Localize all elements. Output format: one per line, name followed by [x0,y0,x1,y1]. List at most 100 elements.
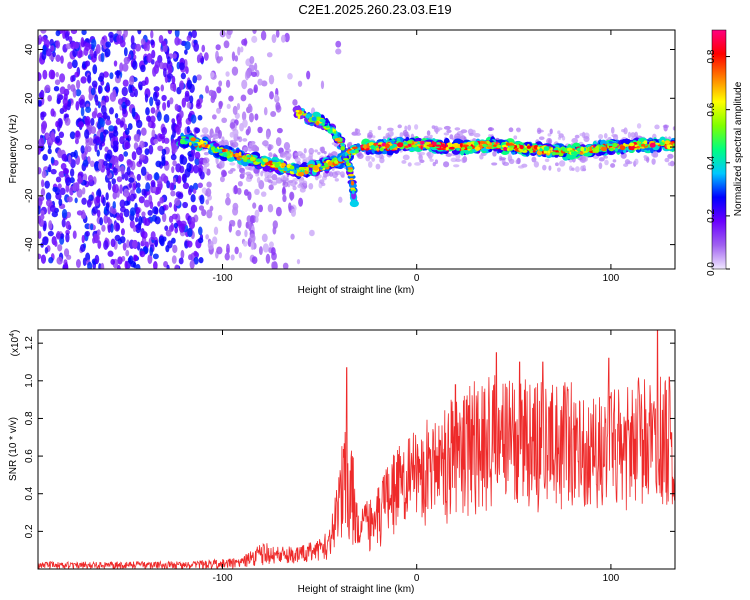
heatmap-faint-blob [453,164,460,168]
heatmap-noise-blob [163,260,168,268]
colorbar-tick-label: 0.8 [706,49,717,63]
heatmap-faint-blob [492,150,497,157]
heatmap-ridge-core [600,146,607,152]
heatmap-noise-blob [251,35,258,43]
heatmap-faint-blob [603,133,608,139]
heatmap-noise-blob [209,205,214,212]
heatmap-noise-blob [147,209,153,216]
heatmap-noise-blob [145,107,150,116]
heatmap-noise-blob [132,262,137,269]
heatmap-ridge-core [255,158,261,162]
snr-series-line [38,330,675,569]
heatmap-noise-blob [170,153,177,161]
heatmap-noise-blob [44,247,49,254]
snr-plot-area [38,330,675,569]
heatmap-ridge-core [379,147,384,152]
heatmap-ridge-core [333,131,337,134]
heatmap-noise-blob [42,154,48,161]
heatmap-ridge-core [194,139,199,142]
heatmap-noise-blob [78,121,85,128]
heatmap-faint-blob [455,158,462,162]
heatmap-ridge-core [482,143,488,148]
heatmap-noise-blob [242,119,248,128]
heatmap-noise-blob [151,129,156,139]
y-tick-label: 1.2 [24,336,35,350]
heatmap-faint-blob [261,140,269,146]
heatmap-noise-blob [267,203,274,213]
y-tick-label: 0.6 [24,449,35,463]
heatmap-noise-blob [296,258,301,265]
heatmap-noise-blob [199,52,203,59]
heatmap-faint-blob [407,124,412,131]
heatmap-noise-blob [257,78,263,86]
heatmap-noise-blob [167,240,173,249]
heatmap-ridge-core [244,156,248,161]
heatmap-noise-blob [157,201,161,207]
heatmap-faint-blob [449,134,454,140]
heatmap-noise-blob [98,142,103,151]
heatmap-noise-blob [191,30,197,39]
heatmap-faint-blob [212,133,220,140]
heatmap-faint-blob [558,133,564,138]
heatmap-noise-blob [241,38,248,46]
heatmap-noise-blob [111,208,117,215]
heatmap-noise-blob [81,234,85,244]
heatmap-noise-blob [114,75,122,84]
heatmap-noise-blob [140,166,147,176]
y-tick-label: 0.8 [24,411,35,425]
heatmap-faint-blob [571,137,579,144]
heatmap-noise-blob [62,30,66,40]
heatmap-ridge-core [432,141,437,146]
heatmap-noise-blob [58,119,63,129]
heatmap-noise-blob [221,169,227,178]
heatmap-noise-blob [186,126,191,134]
heatmap-faint-blob [302,180,308,187]
heatmap-noise-blob [181,173,187,183]
heatmap-noise-blob [247,88,254,96]
heatmap-noise-blob [234,55,239,62]
heatmap-noise-blob [110,238,116,248]
heatmap-noise-blob [100,52,105,63]
heatmap-faint-blob [308,147,315,155]
heatmap-noise-blob [152,253,159,260]
heatmap-noise-blob [275,102,281,111]
heatmap-noise-blob [97,240,102,249]
heatmap-ridge-core [571,151,574,155]
heatmap-noise-blob [129,220,135,229]
heatmap-faint-blob [627,131,632,139]
heatmap-noise-blob [133,134,139,142]
heatmap-faint-blob [308,182,314,190]
heatmap-faint-blob [429,134,433,139]
heatmap-noise-blob [107,224,111,233]
heatmap-faint-blob [281,151,286,156]
heatmap-noise-blob [120,228,125,236]
heatmap-noise-blob [69,131,76,140]
heatmap-ridge-core [190,137,196,142]
heatmap-noise-blob [119,199,126,208]
heatmap-noise-blob [268,184,274,191]
heatmap-noise-blob [131,239,138,249]
heatmap-ridge-halo [351,191,357,200]
heatmap-noise-blob [59,233,65,240]
heatmap-noise-blob [229,131,234,138]
heatmap-faint-blob [499,157,507,161]
heatmap-noise-blob [50,168,57,175]
heatmap-faint-blob [473,133,481,138]
heatmap-noise-blob [155,186,162,195]
heatmap-faint-blob [546,137,553,145]
heatmap-noise-blob [91,38,97,49]
heatmap-noise-blob [38,137,45,148]
heatmap-noise-blob [235,229,241,237]
heatmap-faint-blob [247,175,251,180]
heatmap-noise-blob [174,264,180,269]
heatmap-noise-blob [174,103,179,111]
heatmap-faint-blob [507,152,512,158]
heatmap-faint-blob [260,170,264,177]
heatmap-faint-blob [651,152,658,158]
heatmap-ridge-halo [349,200,359,208]
heatmap-faint-blob [379,157,385,164]
heatmap-noise-blob [70,30,78,35]
heatmap-noise-blob [178,223,185,233]
heatmap-noise-blob [96,209,101,218]
heatmap-noise-blob [137,81,143,90]
